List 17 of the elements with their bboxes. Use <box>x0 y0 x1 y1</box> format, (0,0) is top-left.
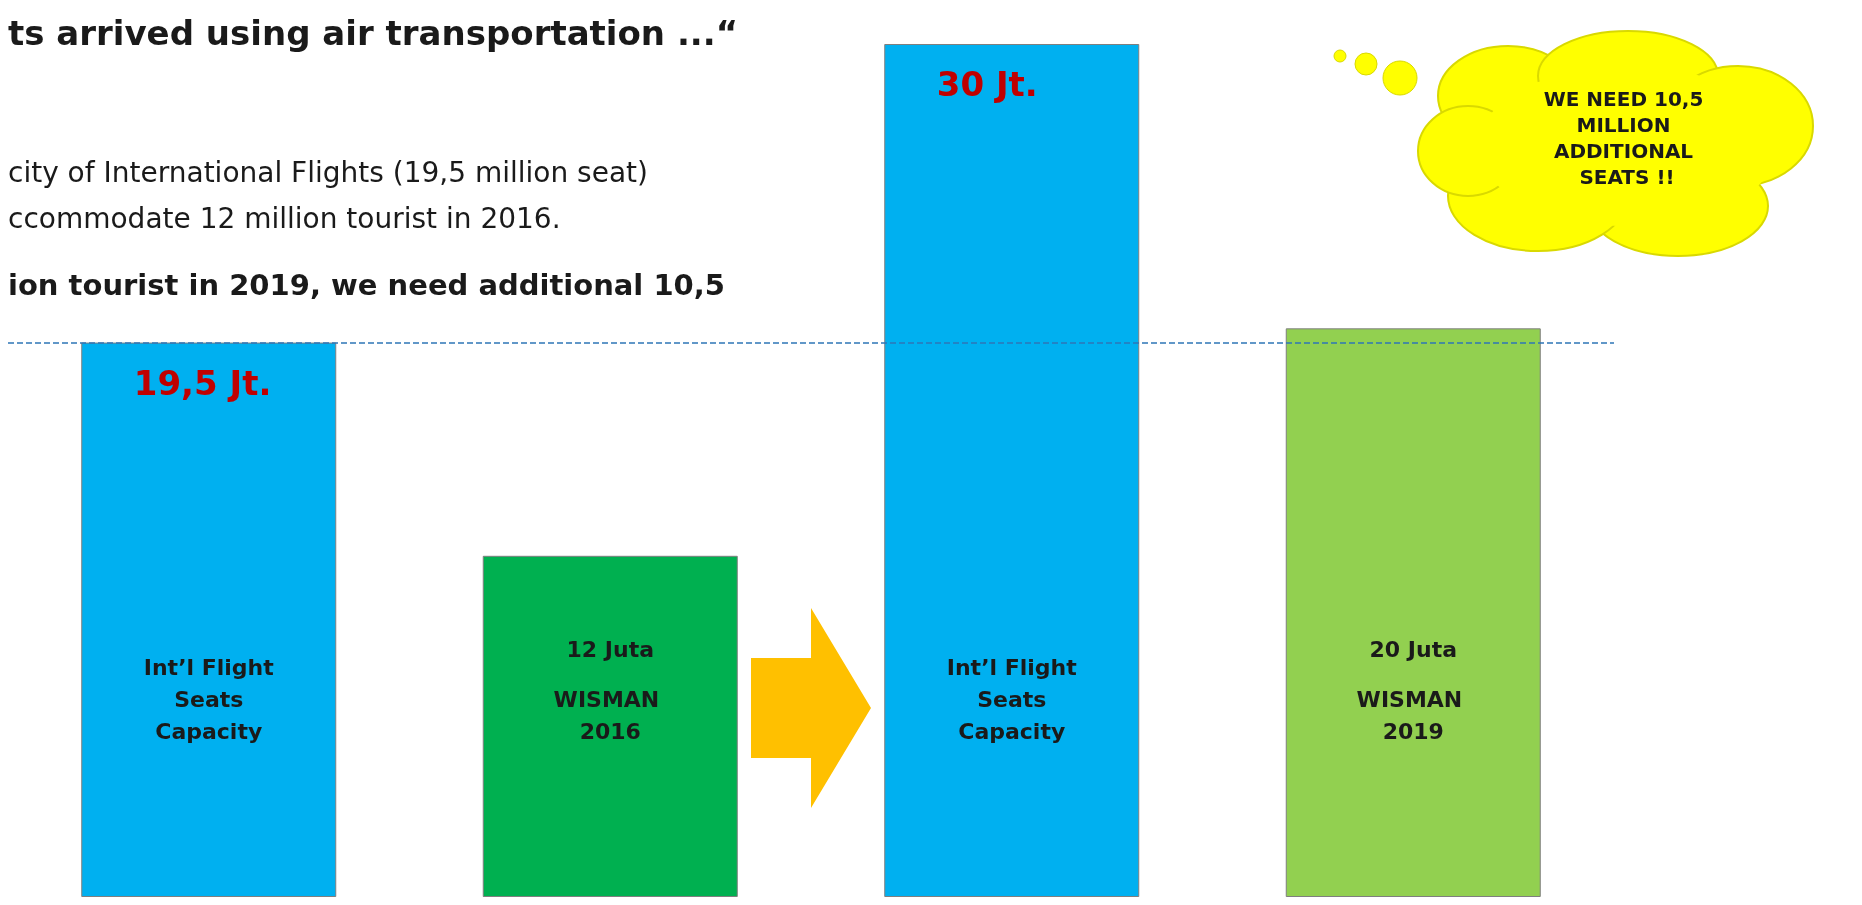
data-label: 30 Jt. <box>936 64 1038 104</box>
annotation: ccommodate 12 million tourist in 2016. <box>8 201 561 235</box>
data-label: 19,5 Jt. <box>133 362 272 403</box>
bar <box>884 44 1140 897</box>
annotation: ion tourist in 2019, we need additional 10,5 <box>8 267 725 302</box>
data-label: 12 Juta <box>566 636 654 662</box>
data-label: 20 Juta <box>1369 636 1457 662</box>
annotation: city of International Flights (19,5 million seat) <box>8 155 648 189</box>
x-tick-label: WISMAN 2019 <box>1356 686 1470 744</box>
x-tick-label: WISMAN 2016 <box>553 686 667 744</box>
chart-title: ts arrived using air transportation ...“ <box>8 13 739 53</box>
annotation: WE NEED 10,5 MILLION ADDITIONAL SEATS !! <box>1543 87 1711 189</box>
x-tick-label: Int’l Flight Seats Capacity <box>946 654 1078 744</box>
bar <box>81 342 337 897</box>
bar <box>1285 328 1541 897</box>
bar <box>482 555 738 897</box>
x-tick-label: Int’l Flight Seats Capacity <box>143 654 275 744</box>
